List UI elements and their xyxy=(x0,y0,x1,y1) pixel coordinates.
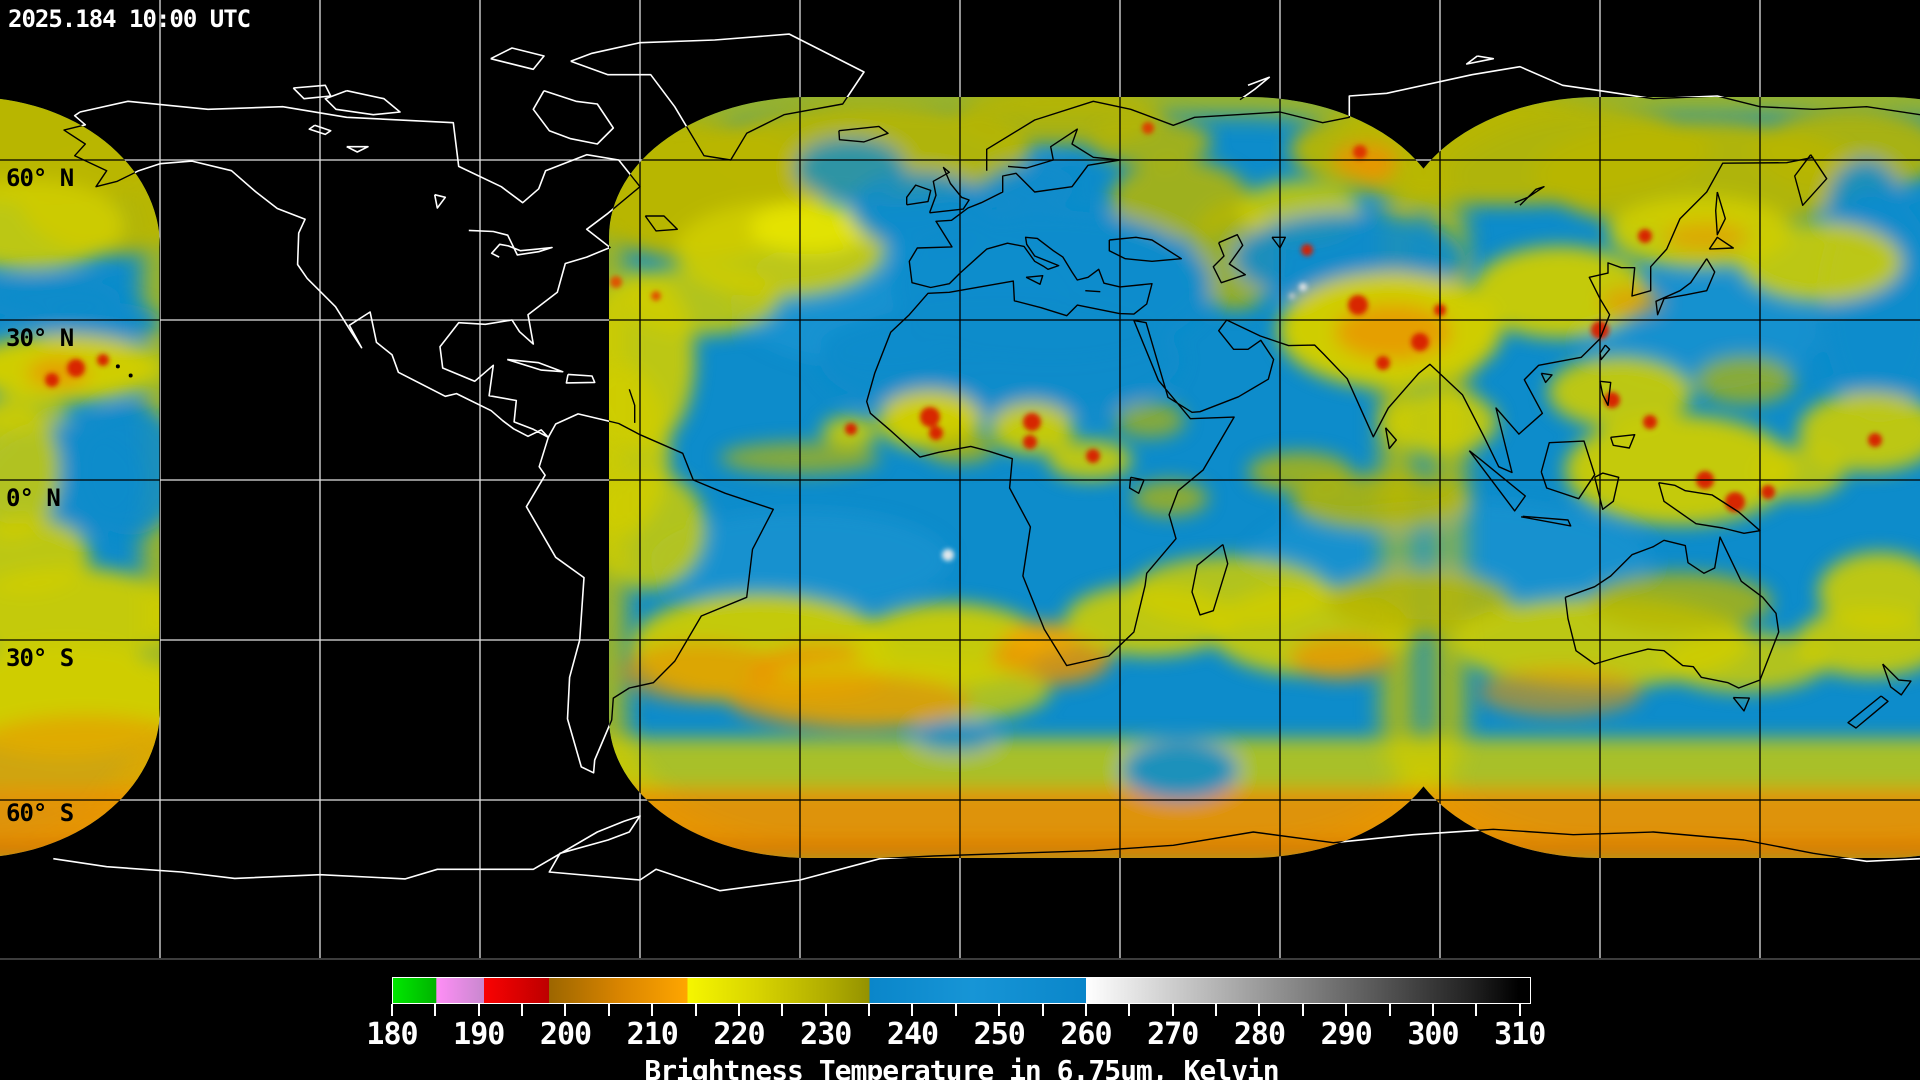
colorbar-tick-label: 220 xyxy=(713,1017,765,1052)
colorbar-tick-label: 230 xyxy=(800,1017,852,1052)
lat-labels-black: 60° N 30° N 0° N 30° S 60° S xyxy=(6,164,75,827)
colorbar-tick xyxy=(911,1004,914,1016)
colorbar-ticks xyxy=(391,1004,1531,1017)
colorbar-tick xyxy=(1388,1004,1391,1016)
colorbar-tick xyxy=(477,1004,480,1016)
timestamp: 2025.184 10:00 UTC xyxy=(8,5,250,33)
colorbar-tick-label: 280 xyxy=(1233,1017,1286,1052)
colorbar-tick xyxy=(521,1004,524,1016)
lat-label-60s: 60° S xyxy=(6,799,74,827)
colorbar-tick xyxy=(1215,1004,1218,1016)
colorbar-caption: Brightness Temperature in 6.75um, Kelvin xyxy=(644,1054,1279,1080)
colorbar-tick xyxy=(434,1004,437,1016)
colorbar-tick-labels: 180 190 200 210 220 230 240 250 260 270 280 290 300 3… xyxy=(366,1017,1546,1052)
colorbar-tick-label: 290 xyxy=(1320,1017,1373,1052)
colorbar-tick xyxy=(998,1004,1001,1016)
colorbar-tick xyxy=(1128,1004,1131,1016)
colorbar-tick xyxy=(954,1004,957,1016)
colorbar-tick-label: 240 xyxy=(886,1017,939,1052)
colorbar-tick xyxy=(1431,1004,1434,1016)
lat-label-30n: 30° N xyxy=(6,324,74,352)
colorbar-tick xyxy=(391,1004,393,1016)
colorbar-tick-label: 270 xyxy=(1147,1017,1199,1052)
colorbar-tick xyxy=(1041,1004,1044,1016)
colorbar-tick-label: 190 xyxy=(453,1017,505,1052)
map-bottom-border xyxy=(0,958,1920,960)
colorbar-tick xyxy=(1345,1004,1348,1016)
colorbar-tick xyxy=(781,1004,784,1016)
colorbar-tick xyxy=(1084,1004,1087,1016)
colorbar-tick-label: 260 xyxy=(1060,1017,1112,1052)
colorbar: 180 190 200 210 220 230 240 250 260 270 280 290 300 3… xyxy=(366,977,1546,1080)
colorbar-tick xyxy=(694,1004,697,1016)
colorbar-tick-label: 180 xyxy=(366,1017,418,1052)
colorbar-tick-label: 300 xyxy=(1407,1017,1459,1052)
colorbar-tick xyxy=(737,1004,740,1016)
lat-label-0n: 0° N xyxy=(6,484,60,512)
colorbar-tick xyxy=(1518,1004,1521,1016)
colorbar-tick xyxy=(824,1004,827,1016)
colorbar-tick xyxy=(1301,1004,1304,1016)
colorbar-tick-label: 210 xyxy=(626,1017,679,1052)
colorbar-tick-label: 250 xyxy=(973,1017,1026,1052)
colorbar-gradient xyxy=(392,977,1531,1004)
colorbar-tick xyxy=(607,1004,610,1016)
colorbar-tick xyxy=(1171,1004,1174,1016)
lat-label-60n: 60° N xyxy=(6,164,74,192)
colorbar-tick xyxy=(651,1004,654,1016)
colorbar-tick-label: 310 xyxy=(1494,1017,1546,1052)
colorbar-tick-label: 200 xyxy=(539,1017,592,1052)
colorbar-tick xyxy=(868,1004,871,1016)
colorbar-tick xyxy=(564,1004,567,1016)
lat-label-30s: 30° S xyxy=(6,644,74,672)
colorbar-tick xyxy=(1258,1004,1261,1016)
colorbar-tick xyxy=(1475,1004,1478,1016)
